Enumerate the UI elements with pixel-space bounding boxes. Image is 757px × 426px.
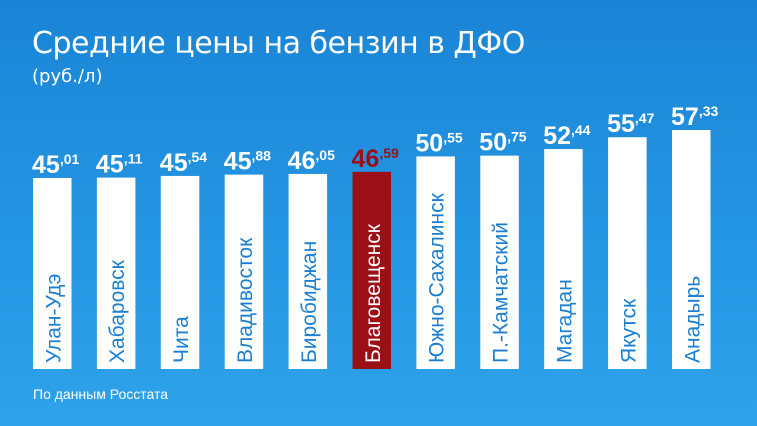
category-label: Магадан [553, 279, 576, 363]
bar [96, 177, 136, 369]
bar-group: Владивосток 45,88 [224, 148, 271, 369]
value-label: 57,33 [671, 103, 718, 131]
bar [672, 130, 711, 369]
value-label: 46,59 [352, 145, 399, 173]
value-label: 45,88 [224, 148, 271, 176]
category-label: Биробиджан [298, 241, 321, 363]
bar [544, 149, 583, 369]
bar-group: Магадан 52,44 [543, 122, 591, 369]
bar-group: Анадырь 57,33 [671, 103, 718, 369]
value-label: 50,75 [479, 129, 526, 157]
bar-group: Биробиджан 46,05 [288, 147, 335, 369]
value-label: 46,05 [288, 147, 335, 175]
bar-group: Благовещенск 46,59 [352, 145, 399, 369]
bar [288, 173, 328, 369]
value-label: 45,11 [96, 151, 143, 179]
bar-group: Улан-Удэ 45,01 [32, 151, 79, 369]
bar-group: Якутск 55,47 [607, 110, 655, 369]
source-note: По данным Росстата [33, 386, 169, 402]
category-label: Чита [170, 316, 193, 363]
bar [160, 175, 200, 369]
bar [416, 156, 455, 369]
category-label: Анадырь [681, 276, 704, 363]
value-label: 45,01 [32, 151, 79, 179]
bar-group: Южно-Сахалинск 50,55 [415, 129, 463, 369]
value-label: 55,47 [607, 110, 654, 138]
category-label: Якутск [617, 298, 640, 363]
bar [480, 155, 519, 369]
bar-group: Хабаровск 45,11 [96, 151, 143, 369]
bar-group: Чита 45,54 [160, 149, 207, 369]
value-label: 50,55 [415, 129, 462, 157]
category-label: П.-Камчатский [490, 222, 513, 363]
chart-subtitle: (руб./л) [32, 66, 103, 87]
value-label: 45,54 [160, 149, 207, 177]
category-label: Хабаровск [106, 259, 129, 363]
value-label: 52,44 [543, 122, 590, 150]
category-label: Южно-Сахалинск [426, 192, 449, 363]
chart-title: Средние цены на бензин в ДФО [32, 26, 525, 61]
category-label: Благовещенск [362, 223, 385, 363]
bar [224, 174, 264, 369]
bar [33, 178, 72, 369]
bar [352, 171, 391, 369]
category-label: Владивосток [234, 237, 257, 363]
category-label: Улан-Удэ [42, 274, 65, 363]
bar-group: П.-Камчатский 50,75 [479, 129, 527, 369]
bar [608, 137, 647, 369]
